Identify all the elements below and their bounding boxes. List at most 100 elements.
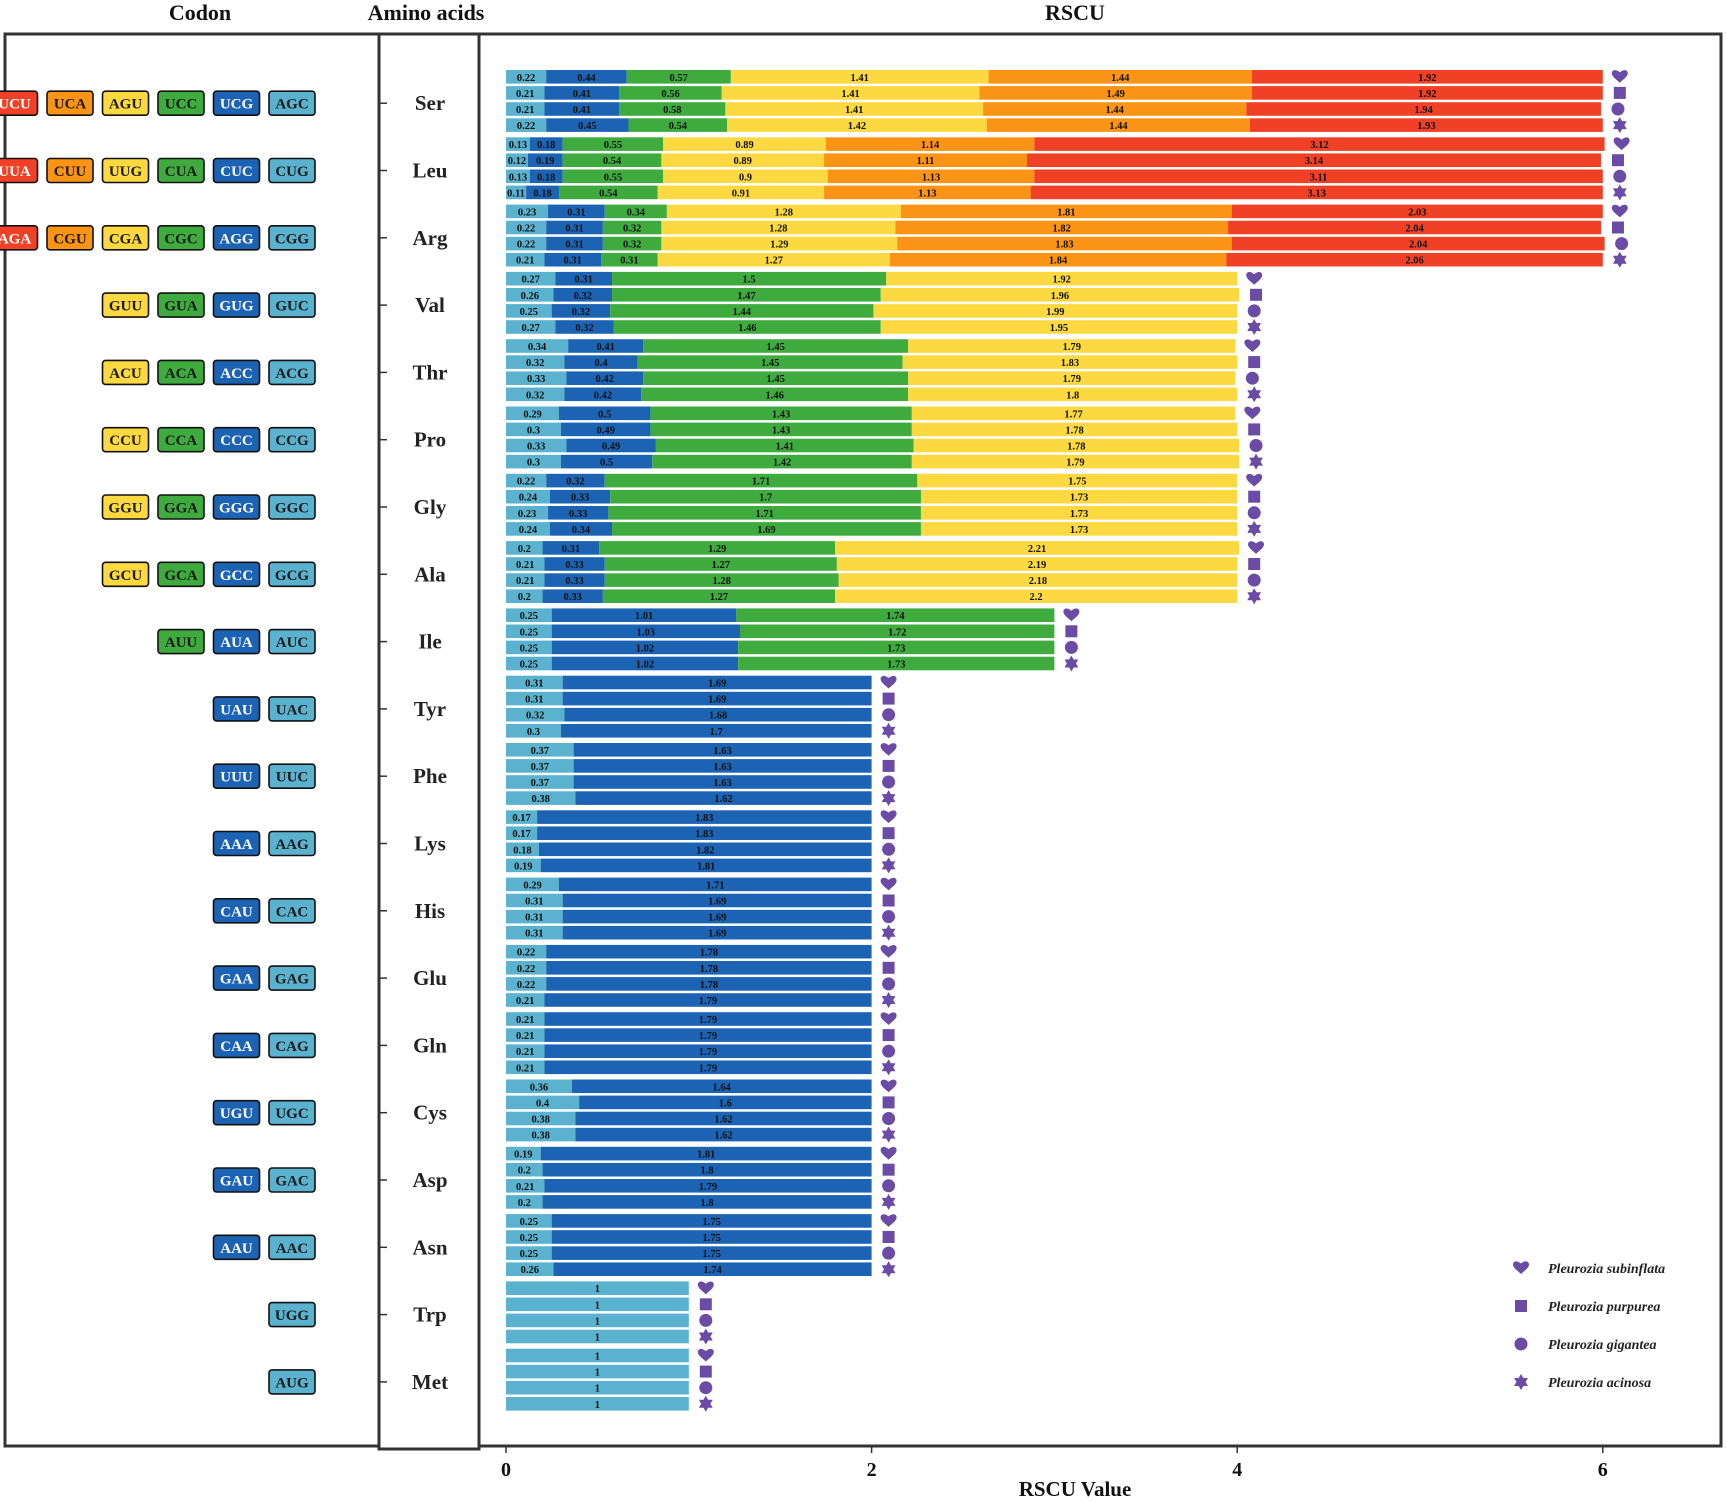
bar-segment: [506, 86, 545, 100]
bar-segment-label: 0.38: [532, 794, 550, 805]
square-icon: [1248, 356, 1261, 369]
heart-icon: [1244, 406, 1261, 420]
bar-segment-label: 0.2: [518, 544, 531, 555]
bar-segment-label: 1.75: [702, 1249, 720, 1260]
bar-segment-label: 0.18: [537, 140, 555, 151]
bar-segment-label: 1: [595, 1316, 600, 1327]
bar-segment: [544, 102, 620, 116]
bar-segment-label: 0.22: [517, 73, 535, 84]
bar-segment: [1231, 204, 1603, 219]
codon-chip: [157, 157, 205, 184]
bar-segment-label: 0.22: [517, 964, 535, 975]
bar-segment-label: 1.81: [697, 861, 715, 872]
star-icon: [1514, 1374, 1528, 1390]
bar-segment: [824, 153, 1027, 167]
bar-segment-label: 1.02: [636, 660, 654, 671]
bar-segment: [652, 454, 912, 469]
square-icon: [1065, 625, 1078, 638]
codon-chip-label: CGA: [109, 231, 143, 247]
bar-segment-label: 1.75: [1068, 477, 1086, 488]
bar-segment: [739, 624, 1055, 639]
codon-chip: [157, 292, 205, 318]
bar-segment-label: 0.31: [525, 679, 543, 690]
bar-segment: [560, 724, 872, 738]
codon-chip-label: AGA: [0, 231, 31, 247]
codon-chip: [212, 763, 261, 790]
bar-segment-label: 0.32: [623, 240, 641, 251]
codon-chip-label: GUU: [109, 299, 143, 315]
codon-chip: [46, 90, 94, 116]
bar-segment-label: 1.75: [702, 1233, 720, 1244]
bar-segment-label: 0.25: [520, 611, 538, 622]
bar-segment-label: 0.25: [520, 1233, 538, 1244]
codon-chip: [268, 1167, 316, 1193]
codon-chip-label: GUA: [164, 299, 198, 315]
amino-acid-label: Val: [415, 293, 445, 317]
amino-acid-label: Glu: [413, 966, 447, 990]
bar-segment-label: 1.69: [708, 929, 726, 940]
bar-segment: [725, 102, 984, 116]
bar-segment: [506, 387, 565, 402]
bar-segment: [666, 204, 901, 219]
bar-segment: [727, 118, 987, 132]
bar-segment-label: 1.44: [1109, 121, 1128, 132]
bar-segment-label: 0.41: [596, 342, 614, 353]
bar-segment: [506, 1230, 552, 1244]
legend-entry-label: Pleurozia gigantea: [1548, 1338, 1657, 1353]
bar-segment: [506, 137, 530, 151]
bar-segment-label: 1.73: [1070, 509, 1088, 520]
bar-segment: [506, 1028, 545, 1042]
bar-segment-label: 1.83: [1055, 240, 1073, 251]
x-tick-label: 2: [867, 1459, 877, 1481]
circle-icon: [882, 910, 896, 924]
bar-segment: [506, 893, 563, 908]
bar-segment: [911, 422, 1238, 437]
bar-segment-label: 1.75: [702, 1217, 720, 1228]
codon-chip-label: GAG: [275, 972, 310, 988]
codon-chip: [101, 292, 150, 318]
bar-segment-label: 1.92: [1418, 73, 1436, 84]
bar-segment-label: 0.91: [732, 188, 750, 199]
bar-segment-label: 0.26: [521, 1265, 539, 1276]
bar-segment-label: 0.42: [594, 390, 612, 401]
bar-segment-label: 0.32: [572, 307, 590, 318]
bar-segment-label: 0.44: [577, 73, 596, 84]
codon-chip: [268, 965, 316, 991]
square-icon: [1515, 1300, 1527, 1312]
bar-segment-label: 1.78: [700, 964, 718, 975]
bar-segment-label: 1.62: [714, 794, 732, 805]
bar-segment-label: 1.01: [635, 611, 653, 622]
codon-chip-label: AAA: [220, 837, 253, 853]
codon-chip: [212, 426, 261, 453]
bar-segment-label: 3.13: [1308, 188, 1326, 199]
bar-segment-label: 1.68: [709, 711, 727, 722]
codon-chip-label: CUU: [54, 164, 87, 180]
codon-chip-label: GGG: [219, 501, 254, 517]
bar-segment: [641, 387, 909, 402]
bar-segment-label: 0.21: [516, 560, 534, 571]
codon-chip-label: UCU: [0, 97, 31, 113]
bar-segment: [566, 438, 656, 453]
bar-segment-label: 0.3: [527, 425, 540, 436]
bar-segment: [546, 977, 872, 991]
codon-chip-label: CGG: [275, 231, 310, 247]
bar-segment: [506, 473, 547, 488]
bar-segment-label: 1.43: [772, 409, 790, 420]
bar-segment-label: 1.84: [1049, 256, 1068, 267]
bar-segment-label: 1.73: [1070, 525, 1088, 536]
bar-segment-label: 0.22: [517, 948, 535, 959]
heart-icon: [880, 1146, 897, 1160]
bar-segment-label: 0.21: [516, 1015, 534, 1026]
bar-segment: [506, 624, 552, 639]
bar-segment: [506, 640, 552, 655]
codon-chip: [101, 426, 150, 453]
bar-segment-label: 0.38: [532, 1115, 550, 1126]
bar-segment-label: 0.9: [739, 172, 752, 183]
codon-chip-label: AGU: [109, 97, 143, 113]
bar-segment: [920, 489, 1238, 504]
bar-segment: [657, 185, 825, 200]
codon-chip-label: UUU: [220, 770, 253, 786]
bar-segment-label: 0.54: [603, 156, 622, 167]
bar-segment-label: 1.69: [757, 525, 775, 536]
bar-segment-label: 0.13: [509, 172, 527, 183]
